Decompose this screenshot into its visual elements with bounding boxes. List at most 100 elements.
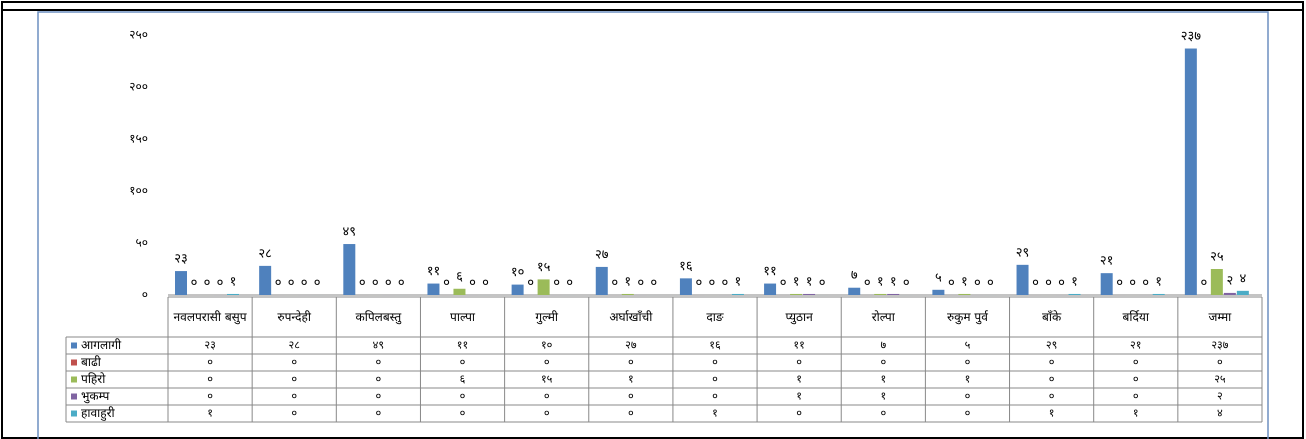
data-label: २९ [1016, 245, 1030, 260]
data-label: ० [398, 276, 405, 291]
category-cell: रुकुम पुर्व [947, 310, 988, 324]
data-label: ० [637, 276, 644, 291]
data-label: ० [864, 276, 871, 291]
x-tick-label: अर्घाखाँची [609, 310, 653, 324]
x-tick-label: दाङ [706, 310, 724, 324]
data-label: ० [566, 276, 573, 291]
y-tick-label: ० [142, 288, 148, 302]
data-label: ४ [1239, 271, 1246, 286]
data-label: ० [819, 276, 826, 291]
data-label: ० [275, 276, 282, 291]
table-value: ० [207, 356, 213, 369]
data-label: १६ [679, 259, 693, 274]
table-value: १ [1049, 407, 1055, 420]
bar [537, 279, 550, 295]
category-cell: कपिलबस्तु [356, 310, 402, 324]
data-label: ६ [456, 269, 463, 284]
data-label: ० [1200, 276, 1207, 291]
data-label: २ [1226, 273, 1233, 288]
table-value: ० [207, 373, 213, 386]
table-value: १ [712, 407, 718, 420]
table-value: १५ [541, 373, 553, 386]
table-value: ० [376, 356, 382, 369]
category-cell: नवलपरासी बसुप [174, 310, 247, 324]
data-label: ० [722, 276, 729, 291]
table-value: ० [1049, 390, 1055, 403]
x-tick-label: बर्दिया [1122, 310, 1149, 324]
y-tick-label: १५० [129, 132, 148, 146]
data-label: ० [204, 276, 211, 291]
table-value: ७ [880, 339, 886, 352]
table-value: ० [1133, 356, 1139, 369]
table-value: ६ [460, 373, 466, 386]
table-value: १ [207, 407, 213, 420]
table-value: १ [796, 373, 802, 386]
category-cell: गुल्मी [535, 310, 559, 324]
legend-swatch [71, 359, 77, 366]
data-label: ० [191, 276, 198, 291]
bar [453, 288, 466, 295]
table-value: ० [460, 407, 466, 420]
legend-label: भुकम्प [81, 389, 109, 404]
y-tick-label: २५० [129, 28, 148, 42]
bar [887, 293, 900, 295]
table-value: २८ [289, 339, 301, 352]
table-value: ० [291, 373, 297, 386]
bar [1236, 290, 1249, 295]
data-label: ० [650, 276, 657, 291]
table-value: ० [796, 356, 802, 369]
data-label: ० [359, 276, 366, 291]
data-label: ० [987, 276, 994, 291]
data-label: २१ [1100, 254, 1114, 269]
x-tick-label: जम्मा [1208, 310, 1232, 324]
bar [1100, 273, 1113, 295]
data-label: ० [288, 276, 295, 291]
bar [427, 283, 440, 295]
data-label: ४९ [343, 225, 357, 240]
bar [1210, 269, 1223, 295]
table-value: ० [1133, 373, 1139, 386]
bar [958, 293, 971, 295]
data-label: ० [780, 276, 787, 291]
table-value: १० [541, 339, 553, 352]
table-value: २ [1217, 390, 1223, 403]
table-value: ० [712, 390, 718, 403]
data-label: ० [1045, 276, 1052, 291]
table-value: २३ [204, 339, 215, 352]
category-cell: अर्घाखाँची [609, 310, 653, 324]
data-label: १ [1071, 274, 1078, 289]
data-label: ० [1142, 276, 1149, 291]
data-label: ० [482, 276, 489, 291]
category-cell: रोल्पा [872, 310, 895, 324]
chart-border [37, 11, 1269, 439]
bar [932, 289, 945, 295]
table-value: ० [1217, 356, 1223, 369]
legend-label: हावाहुरी [81, 406, 116, 421]
table-value: ० [1133, 390, 1139, 403]
data-label: १ [230, 274, 237, 289]
data-label: ० [1116, 276, 1123, 291]
data-label: ० [948, 276, 955, 291]
category-cell: बर्दिया [1122, 310, 1149, 324]
table-value: ० [291, 390, 297, 403]
table-value: ० [965, 407, 971, 420]
bar [343, 244, 356, 295]
data-label: २३७ [1181, 29, 1202, 44]
y-tick-label: २०० [129, 80, 148, 94]
category-cell: पाल्पा [450, 310, 475, 324]
x-tick-label: गुल्मी [535, 310, 559, 324]
data-label: ५ [935, 270, 942, 285]
data-label: २५ [1210, 250, 1224, 265]
bar [848, 287, 861, 295]
table-value: ११ [793, 339, 804, 352]
data-label: २८ [258, 246, 272, 261]
category-cell: प्युठान [785, 310, 812, 324]
data-label: ० [217, 276, 224, 291]
data-label: ० [709, 276, 716, 291]
data-label: १५ [537, 260, 551, 275]
category-cell: रुपन्देही [277, 310, 311, 324]
table-value: ० [965, 356, 971, 369]
data-label: १ [735, 274, 742, 289]
table-value: २९ [1046, 339, 1057, 352]
table-value: ० [796, 407, 802, 420]
